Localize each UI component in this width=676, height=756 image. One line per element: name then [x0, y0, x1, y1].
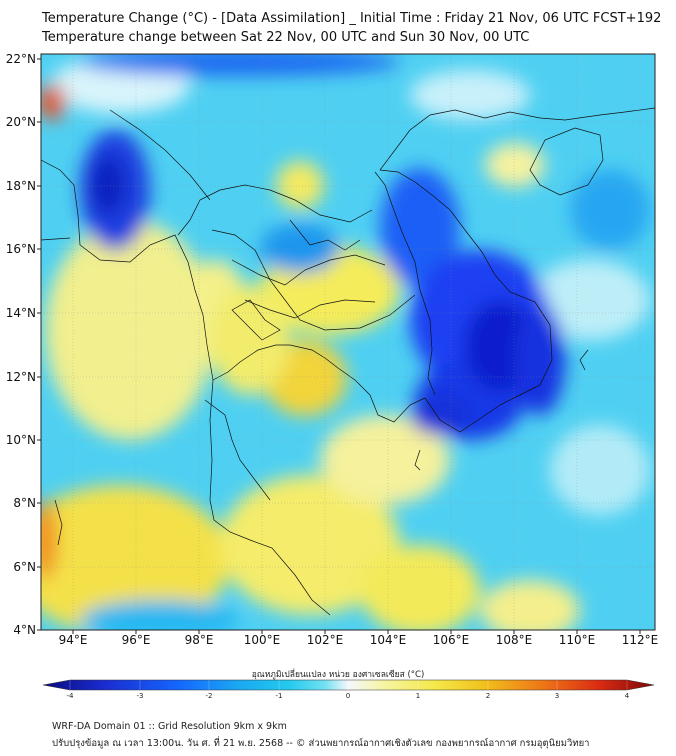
- lon-label: 104°E: [369, 633, 407, 647]
- colorbar-tick: 1: [415, 692, 421, 700]
- lon-label: 100°E: [243, 633, 281, 647]
- lat-label: 20°N: [5, 115, 36, 129]
- lon-label: 94°E: [58, 633, 88, 647]
- lat-label: 22°N: [5, 52, 36, 66]
- colorbar-tick: -2: [205, 692, 213, 700]
- lon-label: 112°E: [621, 633, 659, 647]
- colorbar-segments: [69, 680, 628, 690]
- colorbar-tick: 2: [485, 692, 491, 700]
- lat-label: 6°N: [13, 560, 36, 574]
- lat-label: 18°N: [5, 179, 36, 193]
- graticule: [41, 54, 655, 630]
- coastlines: [41, 107, 655, 616]
- lat-label: 16°N: [5, 242, 36, 256]
- plot-frame: [40, 53, 656, 631]
- footer-credit: ปรับปรุงข้อมูล ณ เวลา 13:00น. วัน ศ. ที่…: [52, 738, 590, 749]
- colorbar-title: อุณหภูมิเปลี่ยนแปลง หน่วย องศาเซลเซียส (…: [251, 670, 425, 680]
- lat-label: 12°N: [5, 370, 36, 384]
- lat-label: 8°N: [13, 496, 36, 510]
- lat-label: 4°N: [13, 623, 36, 637]
- lon-label: 102°E: [306, 633, 344, 647]
- map-subtitle: Temperature change between Sat 22 Nov, 0…: [42, 30, 530, 45]
- lon-label: 108°E: [495, 633, 533, 647]
- footer-model-info: WRF-DA Domain 01 :: Grid Resolution 9km …: [52, 721, 287, 732]
- lon-label: 98°E: [184, 633, 214, 647]
- colorbar-tick: 4: [624, 692, 630, 700]
- colorbar-tick: 3: [554, 692, 560, 700]
- lon-label: 96°E: [121, 633, 151, 647]
- colorbar-tick: 0: [345, 692, 351, 700]
- lon-label: 110°E: [558, 633, 596, 647]
- colorbar: [42, 679, 655, 691]
- lon-label: 106°E: [432, 633, 470, 647]
- colorbar-tick: -4: [66, 692, 74, 700]
- map-title: Temperature Change (°C) - [Data Assimila…: [42, 11, 662, 26]
- colorbar-tick: -1: [275, 692, 283, 700]
- axis-ticks: [37, 58, 641, 634]
- colorbar-tick: -3: [136, 692, 144, 700]
- lat-label: 10°N: [5, 433, 36, 447]
- temperature-field: [41, 54, 655, 630]
- lat-label: 14°N: [5, 306, 36, 320]
